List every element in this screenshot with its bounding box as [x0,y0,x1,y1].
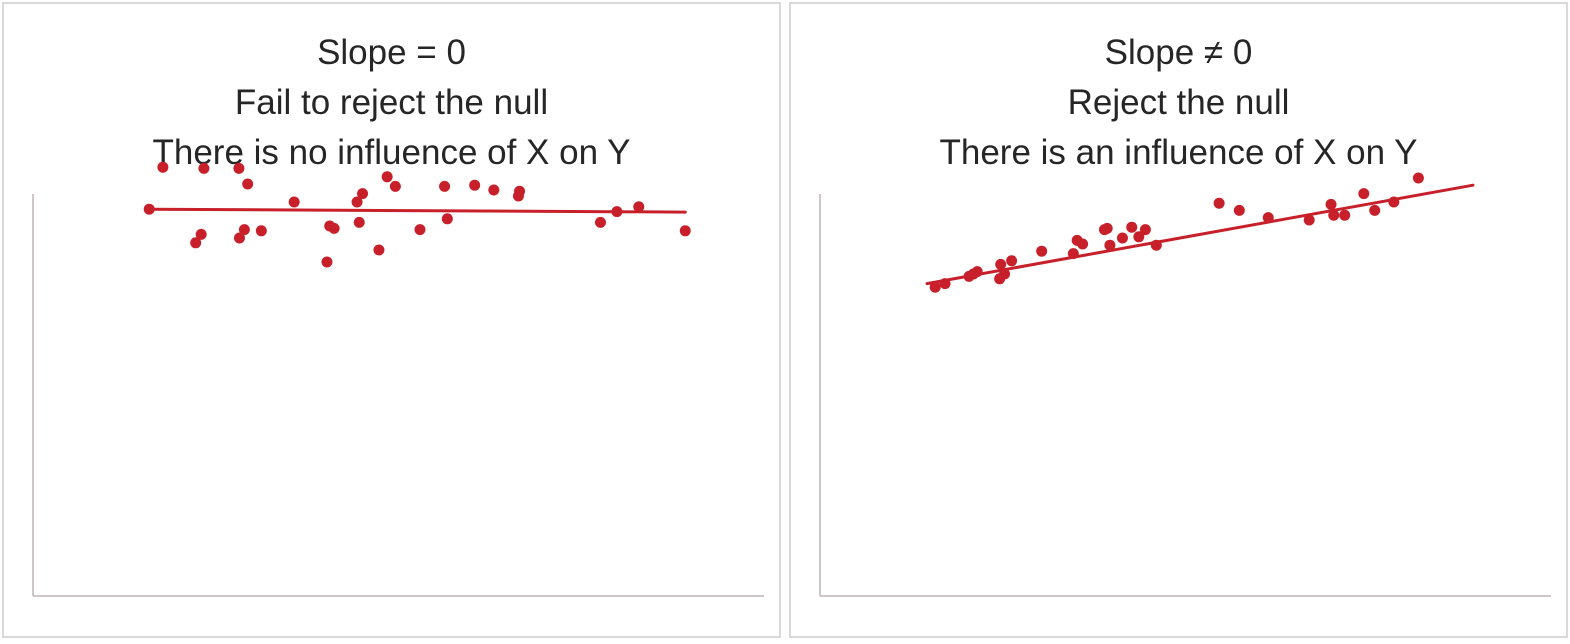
data-point [233,232,245,244]
data-point [1358,188,1370,200]
data-point [1006,255,1018,267]
data-point [381,171,393,183]
chart-panel-no-slope: Slope = 0 Fail to reject the null There … [2,2,781,638]
data-point [439,180,451,192]
data-point [469,179,481,191]
data-point [594,216,606,228]
data-point [1369,204,1381,216]
data-point [1233,204,1245,216]
chart-title-line-2: Fail to reject the null [234,83,549,122]
data-point [143,203,155,215]
data-point [1101,222,1113,234]
data-point [357,188,369,200]
data-point [611,206,623,218]
chart-title: Slope ≠ 0 Reject the null There is an in… [791,28,1566,178]
data-point [288,196,300,208]
data-point [373,244,385,256]
data-point [1388,196,1400,208]
data-point [1104,239,1116,251]
data-point [198,162,210,174]
chart-title-line-2: Reject the null [1067,83,1290,122]
data-point [929,281,941,293]
data-point [441,213,453,225]
data-point [971,266,983,278]
data-point [195,228,207,240]
data-point [351,196,363,208]
chart-title-line-3: There is no influence of X on Y [152,133,631,172]
data-point [1139,224,1151,236]
trendline [925,183,1475,286]
data-point [238,224,250,236]
scatter-plot-positive-slope [819,172,1551,597]
data-point [1116,232,1128,244]
data-point [939,278,951,290]
data-point [1303,214,1315,226]
scatter-plot-no-slope [32,161,764,597]
data-point [995,258,1007,270]
data-point [414,224,426,236]
data-point [255,225,267,237]
data-point [1339,209,1351,221]
data-point [1328,209,1340,221]
data-point [999,268,1011,280]
data-point [679,225,691,237]
chart-panel-positive-slope: Slope ≠ 0 Reject the null There is an in… [789,2,1568,638]
data-point [488,184,500,196]
chart-title-line-1: Slope ≠ 0 [1104,33,1253,72]
data-point [1325,198,1337,210]
data-point [633,201,645,213]
data-point [157,161,169,173]
data-point [1126,221,1138,233]
data-point [514,185,526,197]
data-point [1150,239,1162,251]
data-point [1213,197,1225,209]
data-point [1067,248,1079,260]
data-point [1077,238,1089,250]
data-point [1133,231,1145,243]
data-point [242,178,254,190]
data-point [1036,245,1048,257]
data-point [1262,212,1274,224]
chart-title: Slope = 0 Fail to reject the null There … [4,28,779,178]
data-point [389,180,401,192]
data-point [233,162,245,174]
data-point [321,256,333,268]
data-point [190,237,202,249]
trendline [147,207,687,214]
chart-title-line-3: There is an influence of X on Y [939,133,1418,172]
data-point [328,222,340,234]
data-point [1412,172,1424,184]
chart-title-line-1: Slope = 0 [317,33,466,72]
data-point [353,216,365,228]
